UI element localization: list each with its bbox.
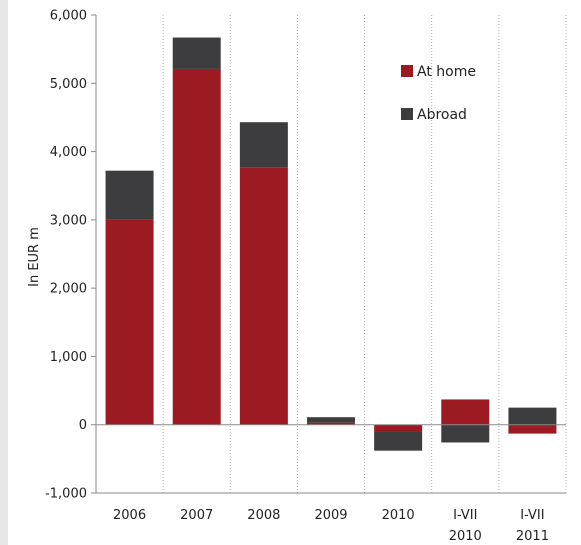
bar-segment <box>105 219 154 425</box>
legend: At home Abroad <box>401 64 476 123</box>
bar-segment <box>239 122 288 168</box>
axis-layer: -1,000 0 1,000 2,000 3,000 4,000 5,000 6,000 200… <box>45 9 566 544</box>
bar-segment <box>172 37 221 69</box>
y-tick-label: 3,000 <box>50 213 87 228</box>
x-tick-label: 2010 <box>449 529 482 544</box>
bar-segment <box>307 422 355 425</box>
chart-frame <box>8 0 581 545</box>
legend-swatch <box>401 65 413 77</box>
x-tick-label: 2011 <box>516 529 549 544</box>
bar-segment <box>441 424 490 443</box>
y-tick-label: 0 <box>79 418 87 433</box>
y-tick-label: -1,000 <box>45 487 87 502</box>
bar-segment <box>508 407 557 425</box>
y-tick-label: 2,000 <box>50 282 87 297</box>
grid-layer <box>162 15 567 493</box>
x-tick-label: 2006 <box>113 508 146 523</box>
x-tick-label: I-VII <box>453 508 477 523</box>
bar-segment <box>508 424 557 434</box>
bar-segment <box>441 399 490 425</box>
y-tick-label: 4,000 <box>50 145 87 160</box>
bar-layer <box>105 37 557 451</box>
legend-label: At home <box>417 64 476 80</box>
bar-segment <box>239 167 288 425</box>
x-tick-label: I-VII <box>520 508 544 523</box>
x-tick-label: 2010 <box>382 508 415 523</box>
legend-label: Abroad <box>417 107 467 123</box>
bar-segment <box>105 170 154 220</box>
y-tick-label: 5,000 <box>50 77 87 92</box>
x-tick-label: 2008 <box>247 508 280 523</box>
y-tick-label: 1,000 <box>50 350 87 365</box>
x-tick-label: 2007 <box>180 508 213 523</box>
bar-segment <box>374 431 423 451</box>
bar-segment <box>307 417 355 423</box>
y-axis-title: In EUR m <box>27 227 42 287</box>
y-tick-label: 6,000 <box>50 9 87 24</box>
x-tick-label: 2009 <box>314 508 347 523</box>
legend-swatch <box>401 108 413 120</box>
bar-segment <box>172 68 221 425</box>
bar-segment <box>374 424 423 432</box>
